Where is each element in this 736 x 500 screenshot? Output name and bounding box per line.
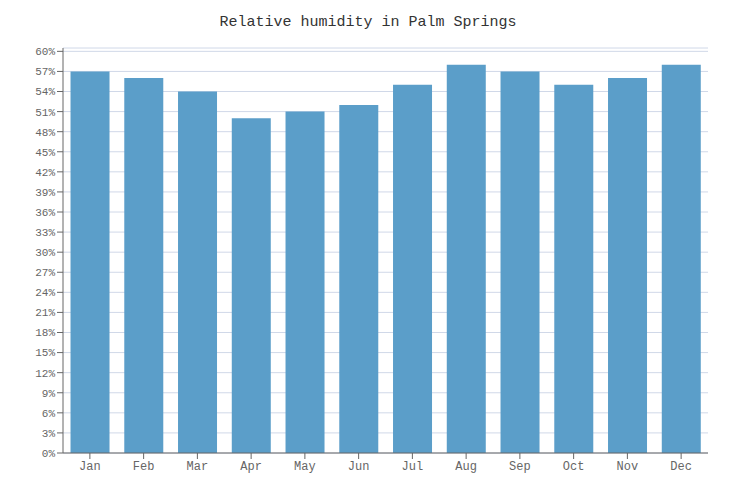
svg-text:54%: 54%	[35, 86, 55, 98]
svg-text:Jan: Jan	[79, 460, 101, 474]
svg-text:18%: 18%	[35, 327, 55, 339]
svg-text:42%: 42%	[35, 167, 55, 179]
svg-text:Feb: Feb	[133, 460, 155, 474]
svg-text:May: May	[294, 460, 316, 474]
svg-text:6%: 6%	[42, 408, 56, 420]
svg-text:15%: 15%	[35, 347, 55, 359]
svg-text:Aug: Aug	[455, 460, 477, 474]
svg-text:27%: 27%	[35, 267, 55, 279]
svg-text:24%: 24%	[35, 287, 55, 299]
svg-text:9%: 9%	[42, 388, 56, 400]
svg-text:0%: 0%	[42, 448, 56, 460]
svg-text:39%: 39%	[35, 187, 55, 199]
svg-text:60%: 60%	[35, 46, 55, 58]
svg-text:Sep: Sep	[509, 460, 531, 474]
svg-text:30%: 30%	[35, 247, 55, 259]
svg-text:51%: 51%	[35, 107, 55, 119]
svg-text:3%: 3%	[42, 428, 56, 440]
svg-text:21%: 21%	[35, 307, 55, 319]
svg-text:Jul: Jul	[402, 460, 424, 474]
svg-text:Oct: Oct	[563, 460, 585, 474]
html-text:Relative humidity in Palm Spri: Relative humidity in Palm Springs	[219, 14, 517, 31]
svg-text:12%: 12%	[35, 368, 55, 380]
svg-text:36%: 36%	[35, 207, 55, 219]
svg-text:Jun: Jun	[348, 460, 370, 474]
svg-text:48%: 48%	[35, 127, 55, 139]
svg-text:33%: 33%	[35, 227, 55, 239]
svg-text:Apr: Apr	[240, 460, 262, 474]
svg-text:45%: 45%	[35, 147, 55, 159]
svg-text:Nov: Nov	[617, 460, 639, 474]
svg-text:Mar: Mar	[187, 460, 209, 474]
svg-text:57%: 57%	[35, 66, 55, 78]
svg-text:Dec: Dec	[670, 460, 692, 474]
